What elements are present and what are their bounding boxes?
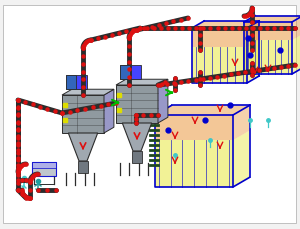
FancyBboxPatch shape [3,5,296,223]
FancyBboxPatch shape [120,65,141,79]
FancyBboxPatch shape [192,28,247,47]
Polygon shape [233,131,250,187]
Polygon shape [233,105,250,140]
FancyBboxPatch shape [32,162,56,176]
FancyBboxPatch shape [116,85,158,123]
Polygon shape [247,21,259,47]
Polygon shape [292,16,300,40]
FancyBboxPatch shape [132,151,142,163]
FancyBboxPatch shape [155,115,233,140]
FancyBboxPatch shape [78,161,88,173]
Polygon shape [116,79,168,85]
Polygon shape [192,21,259,28]
Polygon shape [292,34,300,74]
Polygon shape [68,133,98,161]
FancyBboxPatch shape [120,65,130,79]
Polygon shape [244,16,300,22]
FancyBboxPatch shape [244,22,292,40]
FancyBboxPatch shape [66,75,87,89]
Polygon shape [158,79,168,123]
FancyBboxPatch shape [66,75,76,89]
Polygon shape [122,123,152,151]
Polygon shape [104,89,114,133]
Polygon shape [62,89,114,95]
FancyBboxPatch shape [62,95,104,133]
FancyBboxPatch shape [32,162,56,168]
Polygon shape [247,40,259,83]
Polygon shape [155,105,250,115]
FancyBboxPatch shape [155,140,233,187]
FancyBboxPatch shape [192,47,247,83]
FancyBboxPatch shape [244,40,292,74]
